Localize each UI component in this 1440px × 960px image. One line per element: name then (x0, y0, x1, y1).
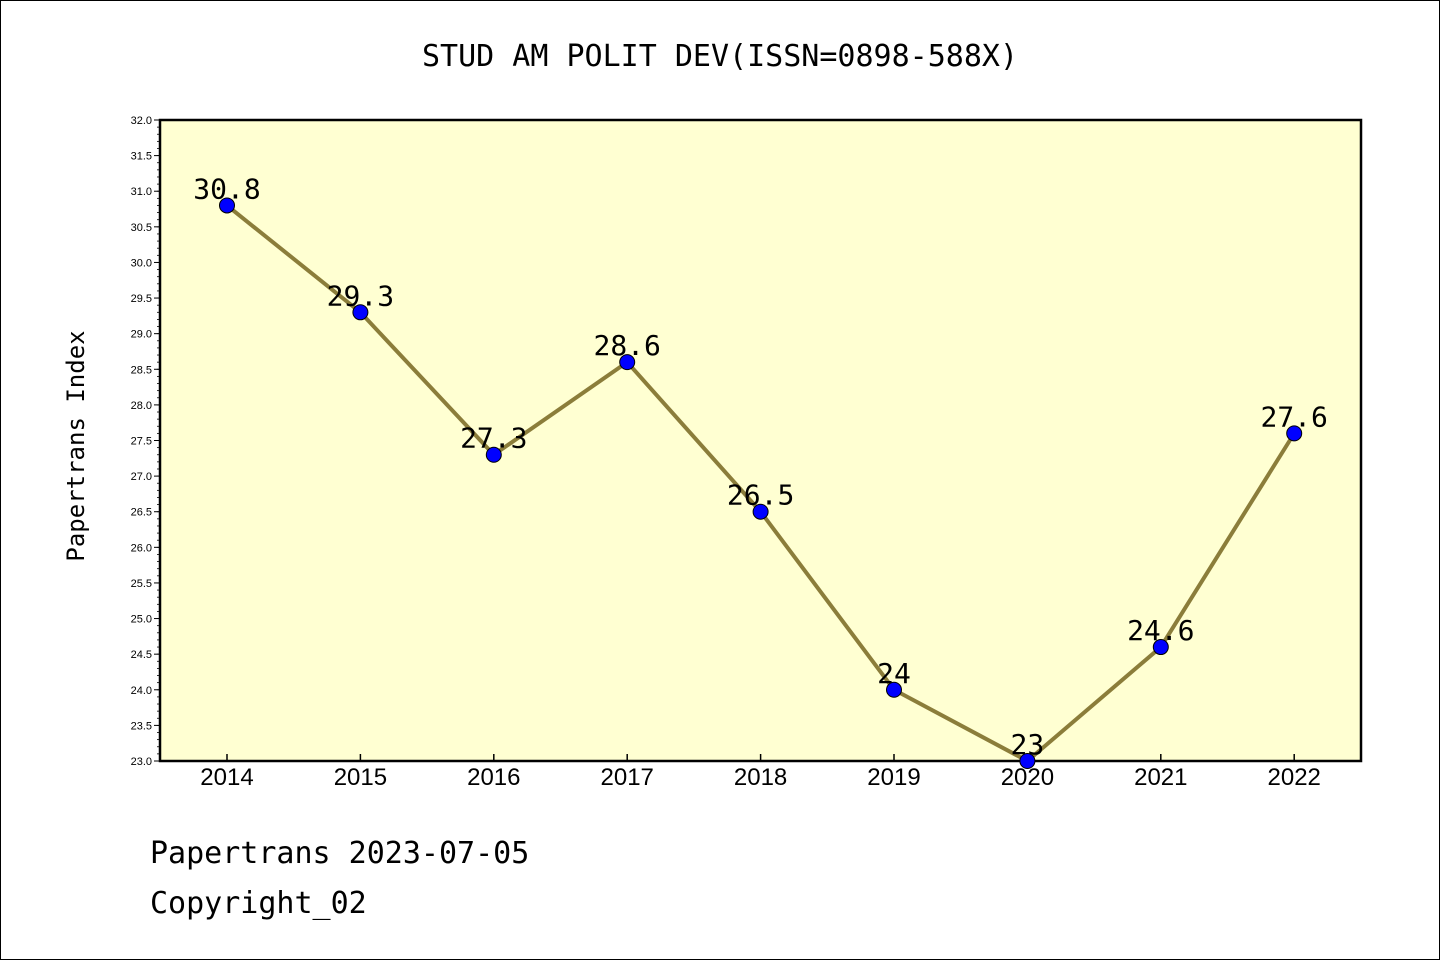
plot-area (158, 118, 1363, 763)
y-tick-label: 25.0 (131, 614, 152, 626)
data-label: 23 (1011, 728, 1045, 761)
data-label: 24 (877, 657, 911, 690)
y-tick-label: 23.5 (131, 720, 152, 732)
x-tick-label: 2019 (867, 764, 920, 791)
data-label: 28.6 (593, 329, 660, 362)
data-label: 27.3 (460, 422, 527, 455)
y-tick-label: 28.0 (131, 400, 152, 412)
data-point (752, 503, 769, 520)
y-tick-label: 25.5 (131, 578, 152, 590)
data-label: 29.3 (327, 279, 394, 312)
x-tick-label: 2022 (1268, 764, 1321, 791)
data-label: 26.5 (727, 479, 794, 512)
y-tick-label: 30.0 (131, 257, 152, 269)
data-point (352, 304, 369, 321)
y-axis: 23.0 23.5 24.0 24.5 25.0 25.5 26.0 26.5 27.0 27.5… (131, 115, 160, 768)
y-axis-label: Papertrans Index (62, 330, 90, 561)
data-label: 24.6 (1127, 614, 1194, 647)
data-point (1019, 753, 1036, 769)
markers (219, 197, 1303, 769)
y-tick-label: 24.0 (131, 685, 152, 697)
data-point (1286, 425, 1303, 442)
data-labels: 30.8 29.3 27.3 28.6 26.5 24 23 24.6 27.6 (193, 172, 1328, 761)
y-tick-label: 29.0 (131, 329, 152, 341)
data-label: 30.8 (193, 172, 260, 205)
x-axis: 2014 2015 2016 2017 2018 2019 2020 2021 2022 (200, 754, 1321, 791)
y-tick-label: 24.5 (131, 649, 152, 661)
data-point (485, 446, 502, 463)
y-tick-label: 31.0 (131, 186, 152, 198)
y-tick-label: 27.0 (131, 471, 152, 483)
x-tick-label: 2018 (734, 764, 787, 791)
y-tick-label: 31.5 (131, 151, 152, 163)
x-tick-label: 2014 (200, 764, 253, 791)
y-tick-label: 26.0 (131, 542, 152, 554)
y-tick-label: 30.5 (131, 222, 152, 234)
x-tick-label: 2021 (1134, 764, 1187, 791)
data-label: 27.6 (1260, 400, 1327, 433)
y-tick-label: 27.5 (131, 436, 152, 448)
data-point (619, 354, 636, 371)
x-tick-label: 2017 (601, 764, 654, 791)
y-tick-label: 23.0 (131, 756, 152, 768)
y-tick-label: 29.5 (131, 293, 152, 305)
data-point (219, 197, 235, 214)
y-tick-label: 26.5 (131, 507, 152, 519)
footer-copyright: Copyright_02 (150, 886, 367, 921)
y-tick-label: 28.5 (131, 364, 152, 376)
x-tick-label: 2015 (334, 764, 387, 791)
data-point (886, 681, 902, 698)
x-tick-label: 2016 (467, 764, 520, 791)
y-tick-label: 32.0 (131, 115, 152, 127)
data-point (1152, 639, 1169, 656)
footer-date: Papertrans 2023-07-05 (150, 836, 530, 871)
chart-title: STUD AM POLIT DEV(ISSN=0898-588X) (422, 39, 1018, 74)
